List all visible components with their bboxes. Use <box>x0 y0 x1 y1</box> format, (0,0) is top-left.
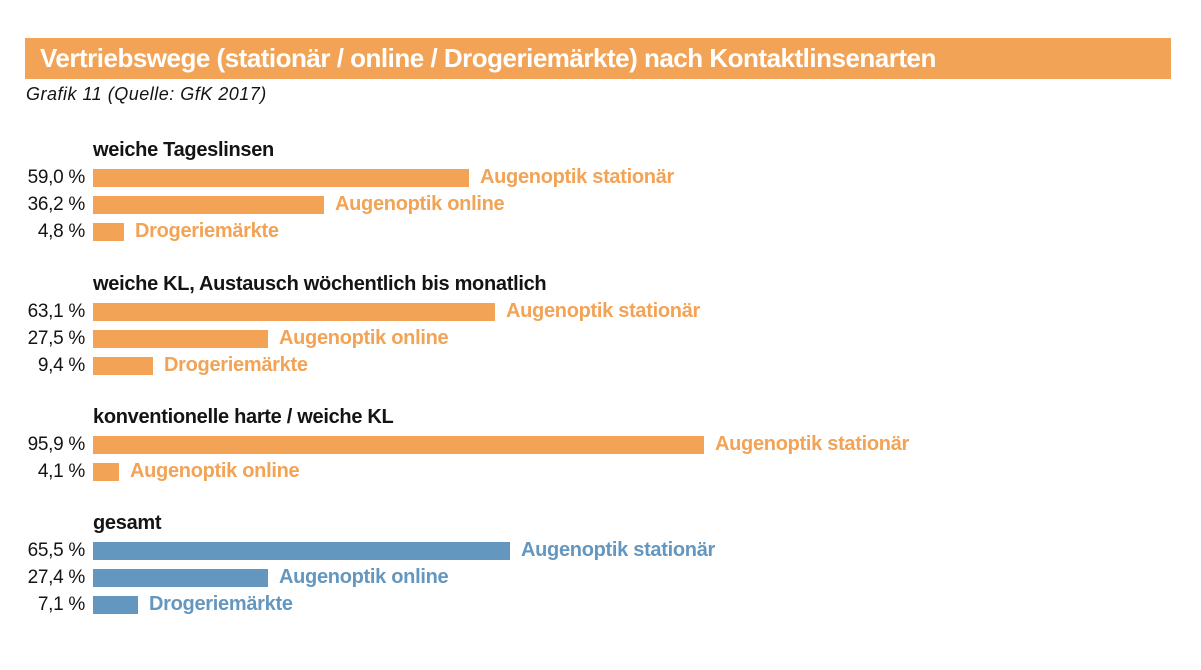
bar-row: 4,1 % Augenoptik online <box>18 458 909 485</box>
channel-label: Augenoptik online <box>279 327 449 349</box>
bar-row: 7,1 % Drogeriemärkte <box>18 591 715 618</box>
channel-label: Augenoptik online <box>130 460 300 482</box>
value-label: 9,4 % <box>37 354 85 376</box>
bar-row: 65,5 % Augenoptik stationär <box>18 537 716 564</box>
channel-label: Drogeriemärkte <box>164 354 308 376</box>
title-bar: Vertriebswege (stationär / online / Drog… <box>25 38 1171 79</box>
bar-group: weiche KL, Austausch wöchentlich bis mon… <box>18 272 701 379</box>
channel-label: Drogeriemärkte <box>135 220 279 242</box>
value-label: 63,1 % <box>27 300 86 322</box>
group-heading: gesamt <box>93 512 162 534</box>
value-label: 7,1 % <box>37 593 85 615</box>
value-label: 95,9 % <box>27 433 86 455</box>
group-heading: konventionelle harte / weiche KL <box>93 406 394 428</box>
bar-row: 27,4 % Augenoptik online <box>18 564 715 591</box>
bar-row: 27,5 % Augenoptik online <box>18 325 700 352</box>
channel-label: Drogeriemärkte <box>149 593 293 615</box>
bar <box>93 168 469 187</box>
bar <box>93 356 153 375</box>
bar <box>93 435 704 454</box>
value-label: 59,0 % <box>27 166 86 188</box>
group-heading: weiche KL, Austausch wöchentlich bis mon… <box>93 273 547 295</box>
bar-row: 4,8 % Drogeriemärkte <box>18 218 674 245</box>
bar-group: weiche Tageslinsen 59,0 % Augenoptik stati… <box>18 138 675 245</box>
figure-caption: Grafik 11 (Quelle: GfK 2017) <box>26 84 267 104</box>
channel-label: Augenoptik online <box>335 193 505 215</box>
bar <box>93 195 324 214</box>
value-label: 36,2 % <box>27 193 86 215</box>
group-heading: weiche Tageslinsen <box>93 139 274 161</box>
value-label: 4,1 % <box>37 460 85 482</box>
channel-label: Augenoptik stationär <box>715 433 910 455</box>
bar-group: konventionelle harte / weiche KL 95,9 % Au… <box>18 405 910 485</box>
bar <box>93 462 119 481</box>
bar-group: gesamt 65,5 % Augenoptik stationär 27,4 % Au… <box>18 511 716 618</box>
bar <box>93 222 124 241</box>
value-label: 65,5 % <box>27 539 86 561</box>
bar-row: 95,9 % Augenoptik stationär <box>18 431 910 458</box>
value-label: 4,8 % <box>37 220 85 242</box>
bar <box>93 541 510 560</box>
channel-label: Augenoptik stationär <box>506 300 701 322</box>
page-title: Vertriebswege (stationär / online / Drog… <box>40 43 936 73</box>
bar <box>93 329 268 348</box>
bar-row: 9,4 % Drogeriemärkte <box>18 352 700 379</box>
bar-row: 63,1 % Augenoptik stationär <box>18 298 701 325</box>
channel-label: Augenoptik online <box>279 566 449 588</box>
bar <box>93 302 495 321</box>
bar <box>93 595 138 614</box>
bar <box>93 568 268 587</box>
bar-row: 59,0 % Augenoptik stationär <box>18 164 675 191</box>
bar-row: 36,2 % Augenoptik online <box>18 191 674 218</box>
channel-label: Augenoptik stationär <box>480 166 675 188</box>
value-label: 27,4 % <box>27 566 86 588</box>
channel-label: Augenoptik stationär <box>521 539 716 561</box>
value-label: 27,5 % <box>27 327 86 349</box>
